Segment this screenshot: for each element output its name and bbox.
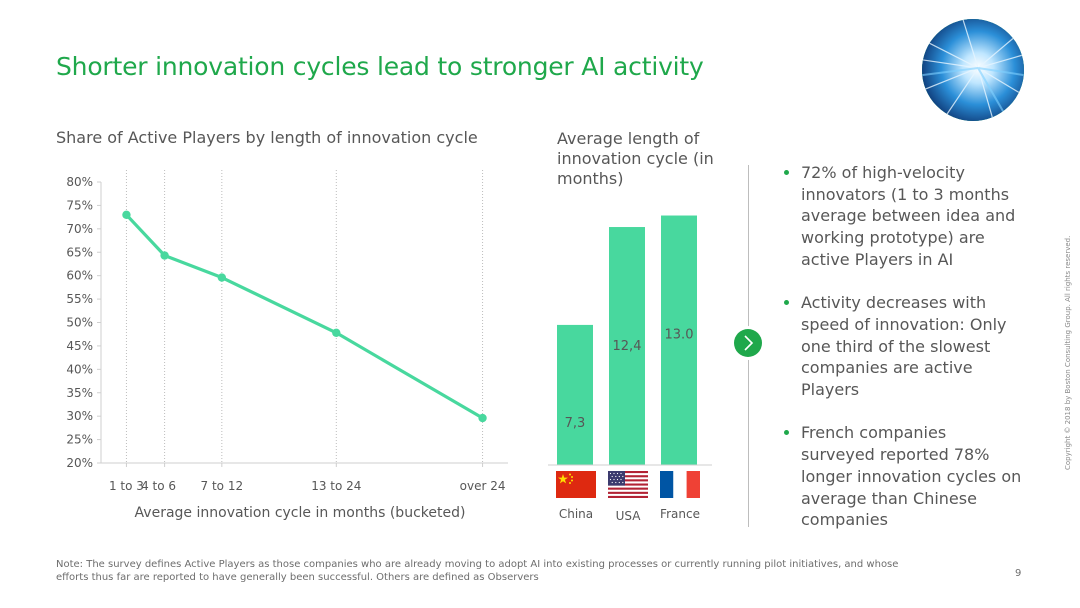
bar-category-usa: USA [615, 509, 641, 523]
bar-category-china: China [558, 507, 594, 521]
y-tick-label: 50% [66, 316, 93, 330]
next-arrow-button[interactable] [734, 329, 762, 357]
slide-title: Shorter innovation cycles lead to strong… [56, 52, 704, 81]
line-chart-series [122, 210, 487, 423]
data-point [217, 273, 227, 282]
y-tick-label: 30% [66, 409, 93, 423]
finding-bullet: 72% of high-velocity innovators (1 to 3 … [783, 162, 1023, 271]
y-tick-label: 25% [66, 433, 93, 447]
bar-value-label: 12,4 [613, 339, 642, 354]
x-tick-label: 13 to 24 [311, 479, 361, 493]
line-chart-x-axis-label: Average innovation cycle in months (buck… [134, 505, 466, 521]
china-flag-icon [556, 471, 596, 498]
line-chart-title: Share of Active Players by length of inn… [56, 128, 478, 147]
key-findings-list: 72% of high-velocity innovators (1 to 3 … [783, 162, 1023, 553]
y-tick-label: 35% [66, 386, 93, 400]
y-tick-label: 65% [66, 245, 93, 259]
y-tick-label: 40% [66, 362, 93, 376]
x-tick-label: 7 to 12 [201, 479, 244, 493]
usa-flag-icon [608, 471, 648, 498]
bar-chart-value-labels: 7,3 12,4 13.0 [565, 328, 694, 432]
y-tick-label: 60% [66, 269, 93, 283]
bar [661, 215, 697, 465]
finding-bullet: Activity decreases with speed of innovat… [783, 292, 1023, 401]
finding-bullet: French companies surveyed reported 78% l… [783, 422, 1023, 531]
bar [609, 227, 645, 465]
bar-value-label: 7,3 [565, 416, 586, 431]
chevron-right-icon [744, 335, 754, 351]
data-point [160, 251, 169, 260]
x-tick-label: over 24 [460, 479, 506, 493]
line-chart-y-ticks: 20% 25% 30% 35% 40% 45% 50% 55% 60% 65% 70% 75% 80% [66, 175, 101, 470]
y-tick-label: 80% [66, 175, 93, 189]
copyright-notice: Copyright © 2018 by Boston Consulting Gr… [1064, 235, 1072, 470]
bar [557, 324, 593, 465]
line-chart-x-ticks: 1 to 34 to 6 7 to 12 13 to 24 over 24 [109, 463, 506, 493]
france-flag-icon [660, 471, 700, 498]
y-tick-label: 75% [66, 198, 93, 212]
x-tick-label: 1 to 3 [109, 479, 144, 493]
tunnel-photo-badge [922, 19, 1024, 121]
bar-chart-title: Average length of innovation cycle (in m… [557, 129, 714, 188]
bar-value-label: 13.0 [665, 328, 694, 343]
footnote: Note: The survey defines Active Players … [56, 559, 899, 583]
data-point [122, 210, 131, 219]
y-tick-label: 70% [66, 222, 93, 236]
data-point [478, 413, 487, 423]
x-tick-label: 4 to 6 [141, 479, 176, 493]
y-tick-label: 45% [66, 339, 93, 353]
bar-chart-bars [557, 215, 697, 465]
bar-category-france: France [660, 507, 700, 521]
data-point [332, 328, 341, 338]
y-tick-label: 20% [66, 456, 93, 470]
y-tick-label: 55% [66, 292, 93, 306]
page-number: 9 [1015, 568, 1022, 579]
